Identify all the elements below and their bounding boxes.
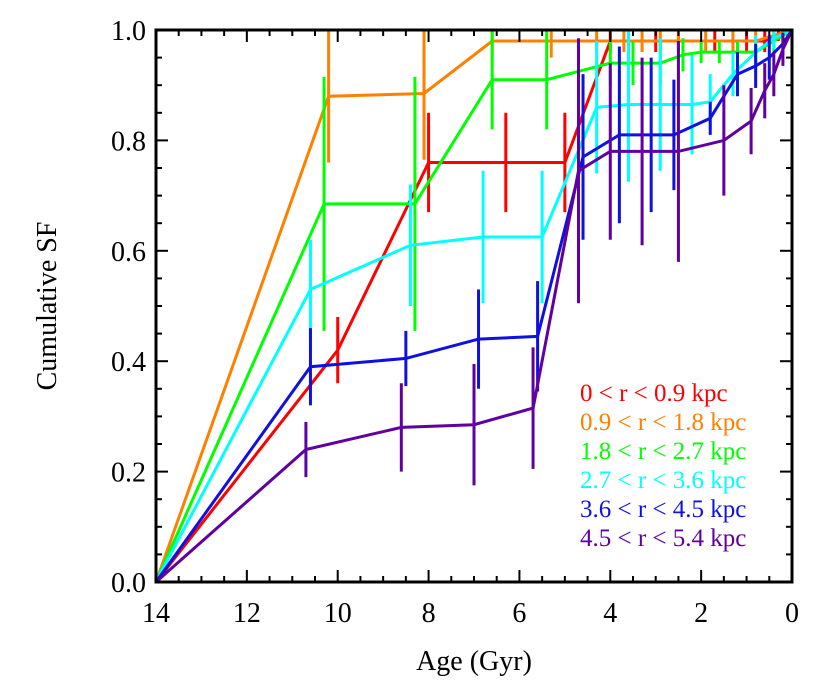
y-tick-label: 0.0 xyxy=(111,568,146,599)
legend-entry: 3.6 < r < 4.5 kpc xyxy=(580,496,746,523)
series-layer xyxy=(156,30,792,582)
legend-entry: 2.7 < r < 3.6 kpc xyxy=(580,467,746,494)
y-tick-label: 0.6 xyxy=(111,237,146,268)
x-tick-label: 14 xyxy=(142,598,170,629)
y-tick-label: 0.2 xyxy=(111,458,146,489)
x-tick-label: 4 xyxy=(603,598,617,629)
x-tick-label: 2 xyxy=(694,598,708,629)
legend-entry: 1.8 < r < 2.7 kpc xyxy=(580,438,746,465)
x-tick-label: 6 xyxy=(512,598,526,629)
legend-entry: 4.5 < r < 5.4 kpc xyxy=(580,525,746,552)
axes-layer: 14 12 10 8 6 4 2 0 0.0 0.2 0.4 0.6 0.8 1.0 xyxy=(111,16,799,629)
y-tick-label: 0.8 xyxy=(111,126,146,157)
y-axis-label: Cumulative SF xyxy=(32,222,63,391)
legend-entry: 0 < r < 0.9 kpc xyxy=(580,380,728,407)
x-tick-label: 0 xyxy=(785,598,799,629)
x-tick-label: 10 xyxy=(324,598,352,629)
y-tick-label: 0.4 xyxy=(111,347,146,378)
x-axis-label: Age (Gyr) xyxy=(416,646,532,677)
series-5 xyxy=(156,30,792,582)
series-6 xyxy=(156,30,792,582)
legend-entry: 0.9 < r < 1.8 kpc xyxy=(580,409,746,436)
series-line xyxy=(156,30,792,582)
y-tick-label: 1.0 xyxy=(111,16,146,47)
x-tick-label: 8 xyxy=(422,598,436,629)
x-tick-label: 12 xyxy=(233,598,261,629)
